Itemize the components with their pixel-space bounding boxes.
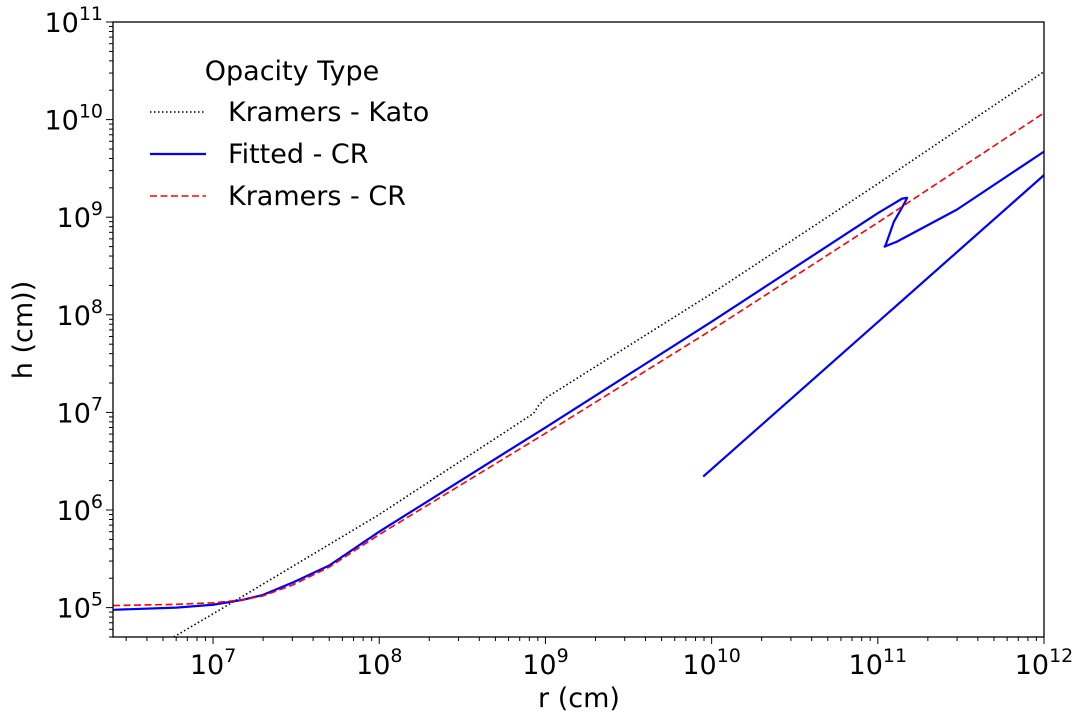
x-tick-label: 1012 [1015, 645, 1074, 681]
series-line-4 [113, 112, 1044, 607]
x-tick-label: 109 [522, 645, 568, 681]
y-axis-label: h (cm)) [8, 281, 39, 379]
x-tick-label: 1010 [682, 645, 741, 681]
series-line-1 [173, 70, 1044, 637]
legend-label-3: Kramers - CR [228, 181, 406, 212]
y-tick-label: 1010 [44, 101, 103, 137]
series-line-2 [113, 150, 1044, 611]
x-tick-label: 1011 [849, 645, 908, 681]
y-tick-label: 1011 [44, 3, 103, 39]
y-tick-label: 105 [57, 589, 103, 625]
y-tick-label: 109 [57, 198, 103, 234]
series-line-3 [702, 174, 1044, 478]
x-tick-label: 108 [356, 645, 402, 681]
legend-label-1: Kramers - Kato [228, 97, 429, 128]
legend-label-2: Fitted - CR [228, 139, 369, 170]
y-tick-label: 108 [57, 296, 103, 332]
tick-labels: 107 108 109 1010 1011 1012 105 106 107 108 109 1010… [44, 3, 1073, 681]
y-tick-label: 107 [57, 393, 103, 429]
legend: Opacity Type Kramers - Kato Fitted - CR Kr… [150, 56, 429, 212]
y-tick-label: 106 [57, 491, 103, 527]
axis-ticks [106, 21, 1045, 644]
plot-lines [113, 70, 1044, 637]
legend-title: Opacity Type [205, 56, 379, 87]
x-axis-label: r (cm) [538, 683, 620, 714]
x-tick-label: 107 [190, 645, 236, 681]
